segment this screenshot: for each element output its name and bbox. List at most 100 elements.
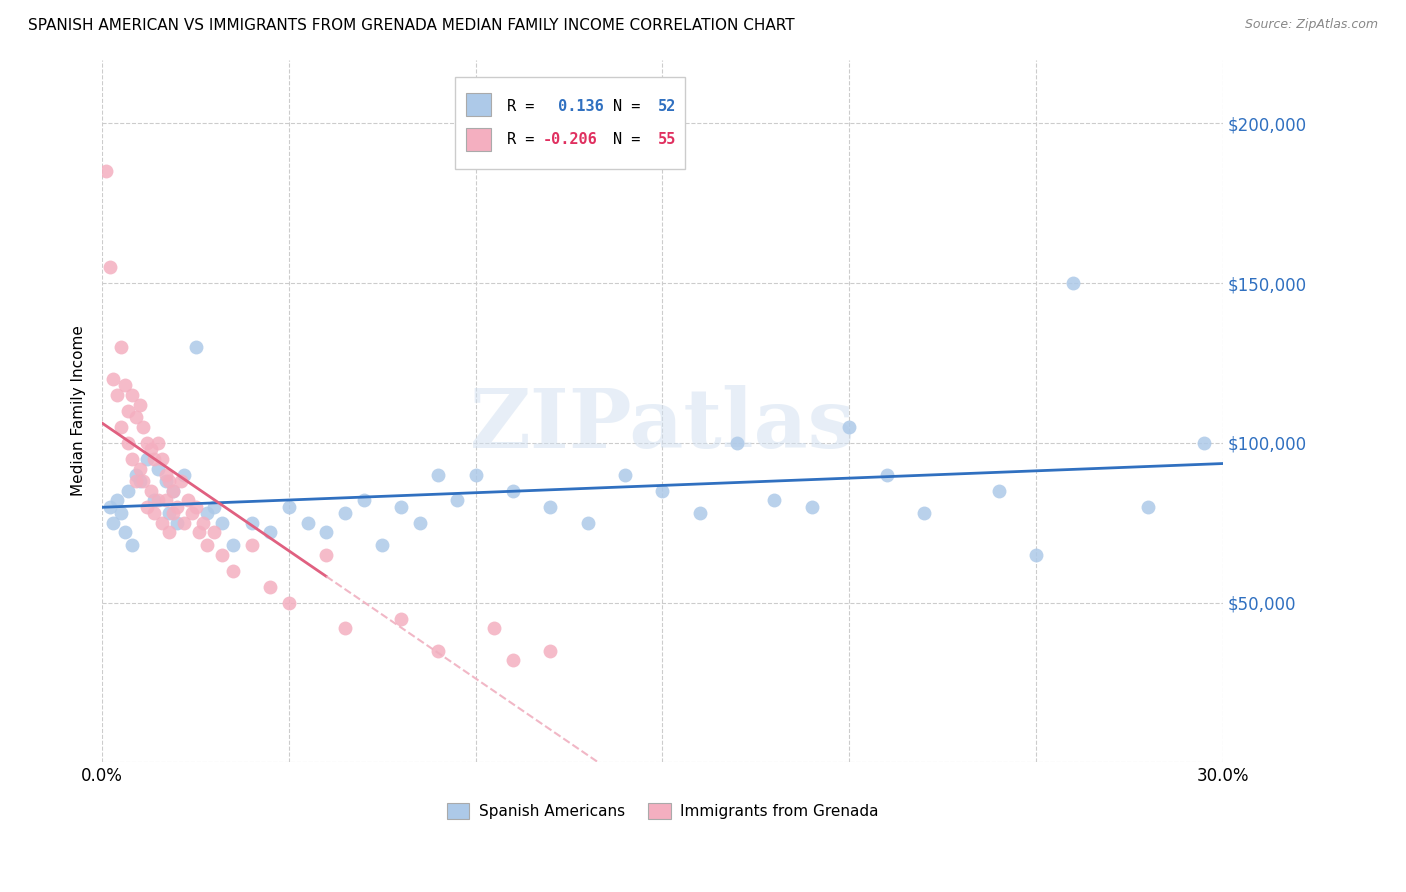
Point: [103, 372, 125, 386]
Point: [689, 506, 711, 520]
Point: [333, 506, 356, 520]
Point: [98, 260, 121, 275]
Point: [121, 388, 143, 402]
Point: [132, 475, 155, 489]
Point: [155, 467, 177, 482]
Point: [121, 452, 143, 467]
Point: [333, 621, 356, 635]
FancyBboxPatch shape: [467, 93, 491, 116]
Point: [222, 564, 245, 578]
Point: [278, 596, 301, 610]
Point: [195, 506, 218, 520]
Point: [136, 500, 159, 514]
Point: [173, 516, 195, 530]
Point: [125, 410, 148, 425]
Point: [125, 475, 148, 489]
Point: [110, 420, 132, 434]
Point: [912, 506, 935, 520]
Point: [502, 653, 524, 667]
Point: [117, 404, 139, 418]
FancyBboxPatch shape: [456, 78, 685, 169]
Point: [259, 525, 281, 540]
Point: [162, 483, 184, 498]
Text: -0.206: -0.206: [543, 131, 598, 146]
Point: [117, 436, 139, 450]
Point: [169, 475, 191, 489]
Point: [315, 548, 337, 562]
Point: [278, 500, 301, 514]
Point: [614, 467, 637, 482]
Point: [117, 483, 139, 498]
Point: [162, 483, 184, 498]
Point: [191, 516, 214, 530]
Point: [143, 506, 166, 520]
Point: [105, 388, 128, 402]
Point: [240, 538, 263, 552]
Point: [143, 452, 166, 467]
Point: [121, 538, 143, 552]
Text: R =: R =: [506, 99, 543, 114]
Point: [136, 452, 159, 467]
Text: SPANISH AMERICAN VS IMMIGRANTS FROM GRENADA MEDIAN FAMILY INCOME CORRELATION CHA: SPANISH AMERICAN VS IMMIGRANTS FROM GREN…: [28, 18, 794, 33]
Point: [162, 506, 184, 520]
Point: [202, 525, 225, 540]
Point: [105, 493, 128, 508]
Point: [128, 475, 150, 489]
Point: [800, 500, 823, 514]
Point: [155, 475, 177, 489]
Point: [576, 516, 599, 530]
Point: [408, 516, 430, 530]
Point: [150, 452, 173, 467]
Point: [371, 538, 394, 552]
Point: [427, 643, 450, 657]
Point: [202, 500, 225, 514]
Point: [173, 467, 195, 482]
Point: [166, 516, 188, 530]
Point: [502, 483, 524, 498]
Point: [188, 525, 211, 540]
Point: [110, 506, 132, 520]
Point: [427, 467, 450, 482]
Point: [148, 461, 170, 475]
Point: [222, 538, 245, 552]
Point: [132, 420, 155, 434]
Text: Source: ZipAtlas.com: Source: ZipAtlas.com: [1244, 18, 1378, 31]
Text: 52: 52: [658, 99, 676, 114]
Y-axis label: Median Family Income: Median Family Income: [72, 326, 86, 497]
Point: [148, 436, 170, 450]
Text: 0.136: 0.136: [550, 99, 605, 114]
Point: [838, 420, 860, 434]
Point: [763, 493, 786, 508]
Point: [128, 398, 150, 412]
Point: [651, 483, 673, 498]
Point: [389, 612, 412, 626]
Point: [180, 506, 202, 520]
Point: [1025, 548, 1047, 562]
Point: [159, 475, 181, 489]
Point: [166, 500, 188, 514]
Point: [98, 500, 121, 514]
Point: [297, 516, 319, 530]
Point: [184, 500, 207, 514]
Point: [987, 483, 1010, 498]
Point: [148, 493, 170, 508]
Text: ZIPatlas: ZIPatlas: [470, 385, 855, 465]
Point: [446, 493, 468, 508]
FancyBboxPatch shape: [467, 128, 491, 151]
Point: [143, 493, 166, 508]
Text: N =: N =: [613, 99, 650, 114]
Point: [240, 516, 263, 530]
Point: [538, 643, 561, 657]
Point: [177, 493, 200, 508]
Point: [125, 467, 148, 482]
Point: [389, 500, 412, 514]
Point: [315, 525, 337, 540]
Point: [1136, 500, 1159, 514]
Point: [876, 467, 898, 482]
Point: [114, 378, 136, 392]
Point: [1192, 436, 1215, 450]
Point: [139, 442, 162, 457]
Point: [159, 525, 181, 540]
Point: [150, 516, 173, 530]
Point: [464, 467, 486, 482]
